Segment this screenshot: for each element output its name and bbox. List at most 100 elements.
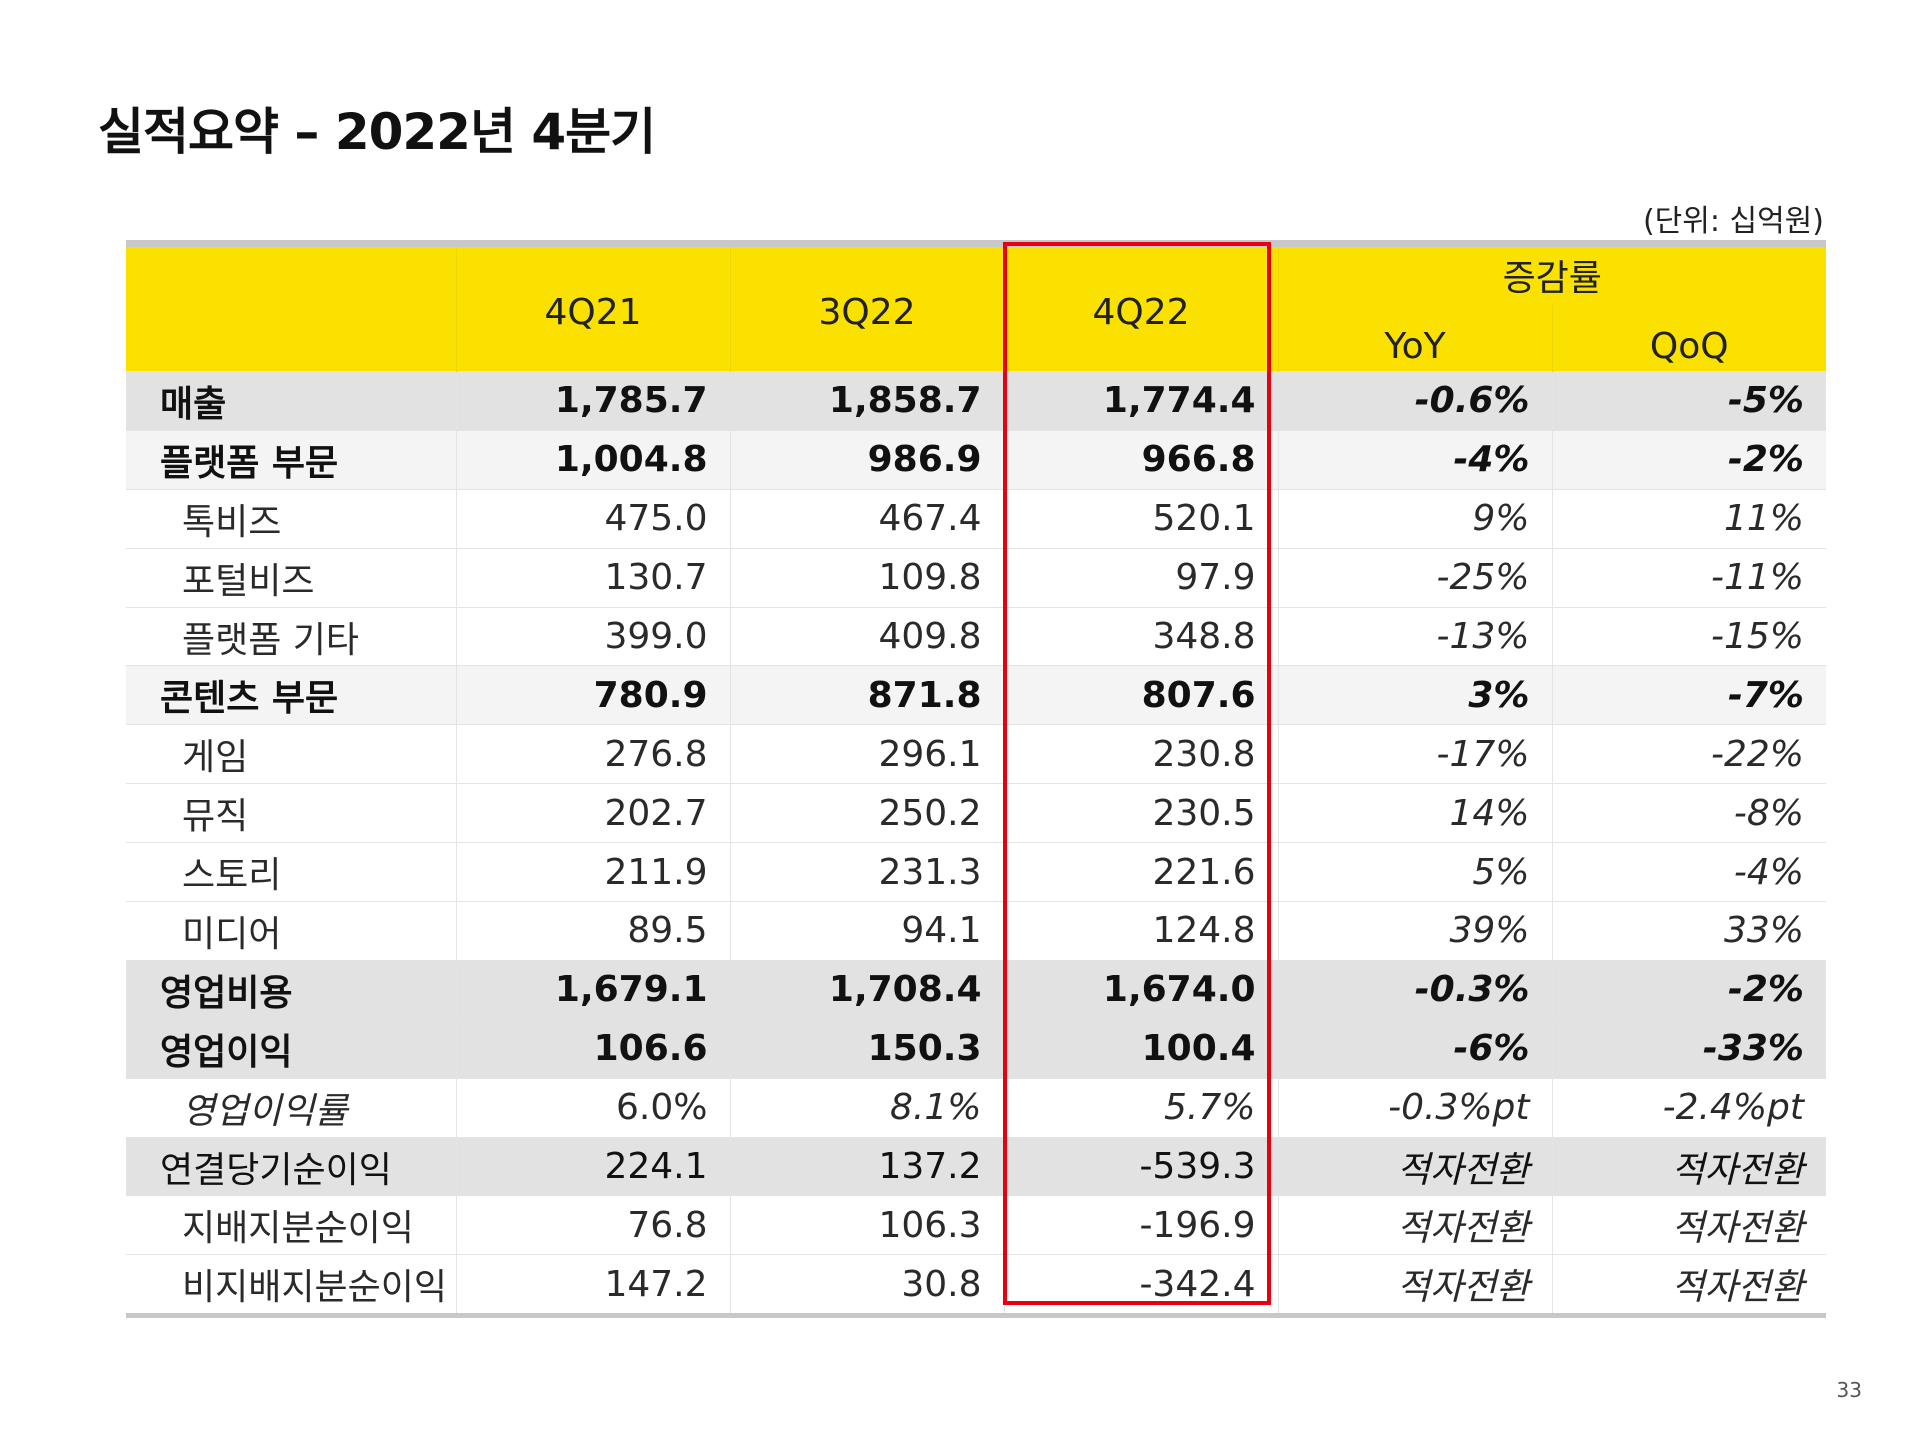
header-change-group: 증감률 bbox=[1277, 240, 1826, 305]
value-cell-4q21: 1,785.7 bbox=[455, 371, 730, 431]
value-cell-3q22: 1,708.4 bbox=[729, 959, 1004, 1020]
value-cell-3q22: 467.4 bbox=[729, 488, 1004, 549]
value-cell-4q22: 230.8 bbox=[1003, 724, 1278, 784]
row-label: 비지배지분순이익 bbox=[126, 1254, 456, 1319]
row-label: 영업이익률 bbox=[126, 1077, 456, 1138]
table-row: 플랫폼 기타 399.0 409.8 348.8 -13% -15% bbox=[126, 606, 1826, 666]
row-label: 매출 bbox=[126, 371, 456, 431]
yoy-cell: -0.3%pt bbox=[1277, 1077, 1552, 1138]
qoq-cell: -22% bbox=[1551, 724, 1826, 784]
yoy-cell: -17% bbox=[1277, 724, 1552, 784]
page-number: 33 bbox=[1836, 1378, 1862, 1402]
value-cell-3q22: 986.9 bbox=[729, 429, 1004, 490]
header-yoy: YoY bbox=[1277, 305, 1552, 372]
table-row: 포털비즈 130.7 109.8 97.9 -25% -11% bbox=[126, 547, 1826, 608]
value-cell-4q22: 348.8 bbox=[1003, 606, 1278, 666]
row-label: 게임 bbox=[126, 724, 456, 784]
value-cell-4q22: 1,674.0 bbox=[1003, 959, 1278, 1020]
header-qoq: QoQ bbox=[1551, 305, 1826, 372]
value-cell-4q21: 224.1 bbox=[455, 1136, 730, 1196]
yoy-cell: 14% bbox=[1277, 783, 1552, 843]
table-row: 영업이익률 6.0% 8.1% 5.7% -0.3%pt -2.4%pt bbox=[126, 1077, 1826, 1138]
value-cell-4q22: 221.6 bbox=[1003, 842, 1278, 902]
value-cell-4q21: 211.9 bbox=[455, 842, 730, 902]
value-cell-3q22: 296.1 bbox=[729, 724, 1004, 784]
table-row: 뮤직 202.7 250.2 230.5 14% -8% bbox=[126, 783, 1826, 843]
qoq-cell: 적자전환 bbox=[1551, 1195, 1826, 1255]
value-cell-4q21: 1,004.8 bbox=[455, 429, 730, 490]
value-cell-4q22: 807.6 bbox=[1003, 665, 1278, 725]
yoy-cell: 39% bbox=[1277, 901, 1552, 961]
row-label: 영업이익 bbox=[126, 1018, 456, 1079]
earnings-summary-table: 4Q21 3Q22 4Q22 증감률 YoY QoQ 매출 1,785.7 1,85… bbox=[126, 240, 1826, 1319]
yoy-cell: -0.6% bbox=[1277, 371, 1552, 431]
yoy-cell: -25% bbox=[1277, 547, 1552, 608]
value-cell-3q22: 8.1% bbox=[729, 1077, 1004, 1138]
row-label: 지배지분순이익 bbox=[126, 1195, 456, 1255]
row-label: 미디어 bbox=[126, 901, 456, 961]
unit-note: (단위: 십억원) bbox=[1642, 204, 1824, 239]
row-label: 콘텐츠 부문 bbox=[126, 665, 456, 725]
qoq-cell: -11% bbox=[1551, 547, 1826, 608]
value-cell-4q21: 106.6 bbox=[455, 1018, 730, 1079]
value-cell-4q22: -539.3 bbox=[1003, 1136, 1278, 1196]
value-cell-3q22: 250.2 bbox=[729, 783, 1004, 843]
table-row: 플랫폼 부문 1,004.8 986.9 966.8 -4% -2% bbox=[126, 429, 1826, 490]
qoq-cell: -15% bbox=[1551, 606, 1826, 666]
value-cell-3q22: 1,858.7 bbox=[729, 371, 1004, 431]
value-cell-4q22: 124.8 bbox=[1003, 901, 1278, 961]
qoq-cell: -4% bbox=[1551, 842, 1826, 902]
value-cell-4q21: 130.7 bbox=[455, 547, 730, 608]
header-corner bbox=[126, 240, 456, 372]
value-cell-4q22: -342.4 bbox=[1003, 1254, 1278, 1319]
qoq-cell: 11% bbox=[1551, 488, 1826, 549]
value-cell-4q21: 399.0 bbox=[455, 606, 730, 666]
table-row: 매출 1,785.7 1,858.7 1,774.4 -0.6% -5% bbox=[126, 371, 1826, 431]
yoy-cell: 9% bbox=[1277, 488, 1552, 549]
row-label: 플랫폼 기타 bbox=[126, 606, 456, 666]
value-cell-4q22: -196.9 bbox=[1003, 1195, 1278, 1255]
qoq-cell: 적자전환 bbox=[1551, 1254, 1826, 1319]
value-cell-4q22: 520.1 bbox=[1003, 488, 1278, 549]
value-cell-4q21: 780.9 bbox=[455, 665, 730, 725]
table-row: 스토리 211.9 231.3 221.6 5% -4% bbox=[126, 842, 1826, 902]
value-cell-4q21: 202.7 bbox=[455, 783, 730, 843]
header-period-4q21: 4Q21 bbox=[455, 240, 730, 372]
table-row: 톡비즈 475.0 467.4 520.1 9% 11% bbox=[126, 488, 1826, 549]
qoq-cell: -8% bbox=[1551, 783, 1826, 843]
value-cell-4q22: 100.4 bbox=[1003, 1018, 1278, 1079]
table-row: 비지배지분순이익 147.2 30.8 -342.4 적자전환 적자전환 bbox=[126, 1254, 1826, 1319]
row-label: 연결당기순이익 bbox=[126, 1136, 456, 1196]
yoy-cell: 적자전환 bbox=[1277, 1254, 1552, 1319]
yoy-cell: 5% bbox=[1277, 842, 1552, 902]
row-label: 톡비즈 bbox=[126, 488, 456, 549]
table-row: 미디어 89.5 94.1 124.8 39% 33% bbox=[126, 901, 1826, 961]
value-cell-3q22: 150.3 bbox=[729, 1018, 1004, 1079]
table-header: 4Q21 3Q22 4Q22 증감률 YoY QoQ bbox=[126, 240, 1826, 372]
header-period-4q22: 4Q22 bbox=[1003, 240, 1278, 372]
value-cell-4q22: 5.7% bbox=[1003, 1077, 1278, 1138]
value-cell-3q22: 409.8 bbox=[729, 606, 1004, 666]
value-cell-4q21: 276.8 bbox=[455, 724, 730, 784]
row-label: 뮤직 bbox=[126, 783, 456, 843]
value-cell-3q22: 30.8 bbox=[729, 1254, 1004, 1319]
row-label: 포털비즈 bbox=[126, 547, 456, 608]
yoy-cell: -6% bbox=[1277, 1018, 1552, 1079]
row-label: 스토리 bbox=[126, 842, 456, 902]
yoy-cell: 적자전환 bbox=[1277, 1195, 1552, 1255]
value-cell-4q21: 6.0% bbox=[455, 1077, 730, 1138]
yoy-cell: 적자전환 bbox=[1277, 1136, 1552, 1196]
value-cell-4q21: 76.8 bbox=[455, 1195, 730, 1255]
value-cell-3q22: 106.3 bbox=[729, 1195, 1004, 1255]
value-cell-4q21: 147.2 bbox=[455, 1254, 730, 1319]
qoq-cell: -2% bbox=[1551, 429, 1826, 490]
row-label: 플랫폼 부문 bbox=[126, 429, 456, 490]
value-cell-4q22: 97.9 bbox=[1003, 547, 1278, 608]
page-title: 실적요약 – 2022년 4분기 bbox=[98, 103, 656, 161]
table-body: 매출 1,785.7 1,858.7 1,774.4 -0.6% -5% 플랫폼 부문 1,0… bbox=[126, 371, 1826, 1319]
row-label: 영업비용 bbox=[126, 959, 456, 1020]
qoq-cell: -2.4%pt bbox=[1551, 1077, 1826, 1138]
qoq-cell: -2% bbox=[1551, 959, 1826, 1020]
qoq-cell: 33% bbox=[1551, 901, 1826, 961]
value-cell-4q21: 1,679.1 bbox=[455, 959, 730, 1020]
